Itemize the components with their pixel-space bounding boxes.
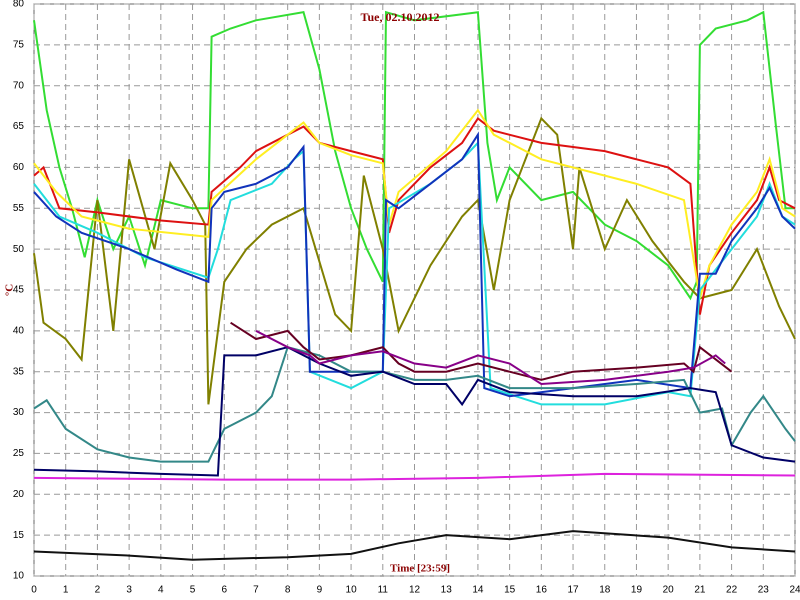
y-tick-label: 40 bbox=[13, 325, 25, 336]
x-tick-label: 3 bbox=[126, 585, 132, 596]
y-tick-label: 45 bbox=[13, 285, 25, 296]
y-tick-label: 80 bbox=[13, 0, 25, 10]
x-tick-label: 22 bbox=[726, 585, 738, 596]
x-tick-label: 23 bbox=[758, 585, 770, 596]
y-tick-label: 25 bbox=[13, 448, 25, 459]
x-tick-label: 7 bbox=[253, 585, 259, 596]
x-tick-label: 8 bbox=[285, 585, 291, 596]
y-tick-label: 15 bbox=[13, 530, 25, 541]
x-tick-label: 20 bbox=[663, 585, 675, 596]
series-line bbox=[33, 530, 796, 561]
x-tick-label: 0 bbox=[31, 585, 37, 596]
x-tick-label: 12 bbox=[409, 585, 421, 596]
y-tick-label: 60 bbox=[13, 162, 25, 173]
series-line bbox=[33, 140, 796, 406]
x-tick-label: 1 bbox=[63, 585, 69, 596]
x-tick-label: 16 bbox=[536, 585, 548, 596]
y-tick-label: 20 bbox=[13, 489, 25, 500]
series-line bbox=[33, 108, 796, 299]
series-line bbox=[230, 321, 733, 381]
x-axis-label: Time [23:59] bbox=[390, 563, 450, 575]
y-axis-label: °C bbox=[4, 284, 16, 296]
x-tick-label: 13 bbox=[441, 585, 453, 596]
y-tick-label: 55 bbox=[13, 203, 25, 214]
chart-title: Tue, 02.10.2012 bbox=[361, 10, 440, 24]
series-line bbox=[33, 472, 796, 481]
x-tick-label: 19 bbox=[631, 585, 643, 596]
y-tick-label: 70 bbox=[13, 80, 25, 91]
x-tick-label: 24 bbox=[789, 585, 800, 596]
lines bbox=[33, 10, 796, 561]
x-tick-label: 17 bbox=[567, 585, 579, 596]
y-tick-label: 30 bbox=[13, 407, 25, 418]
x-tick-label: 18 bbox=[599, 585, 611, 596]
x-tick-label: 14 bbox=[472, 585, 484, 596]
x-tick-label: 9 bbox=[317, 585, 323, 596]
y-tick-label: 35 bbox=[13, 366, 25, 377]
x-tick-label: 21 bbox=[694, 585, 706, 596]
x-tick-label: 15 bbox=[504, 585, 516, 596]
y-tick-label: 10 bbox=[13, 571, 25, 582]
y-tick-label: 50 bbox=[13, 244, 25, 255]
y-tick-label: 75 bbox=[13, 39, 25, 50]
grid bbox=[33, 3, 796, 577]
series-line bbox=[33, 131, 796, 398]
x-tick-label: 6 bbox=[221, 585, 227, 596]
series-line bbox=[255, 330, 726, 386]
x-tick-label: 10 bbox=[346, 585, 358, 596]
x-tick-label: 2 bbox=[95, 585, 101, 596]
y-tick-label: 65 bbox=[13, 121, 25, 132]
x-tick-label: 11 bbox=[378, 585, 389, 596]
x-tick-label: 4 bbox=[158, 585, 164, 596]
series-line bbox=[33, 116, 796, 405]
x-tick-label: 5 bbox=[190, 585, 196, 596]
series-line bbox=[33, 346, 796, 477]
